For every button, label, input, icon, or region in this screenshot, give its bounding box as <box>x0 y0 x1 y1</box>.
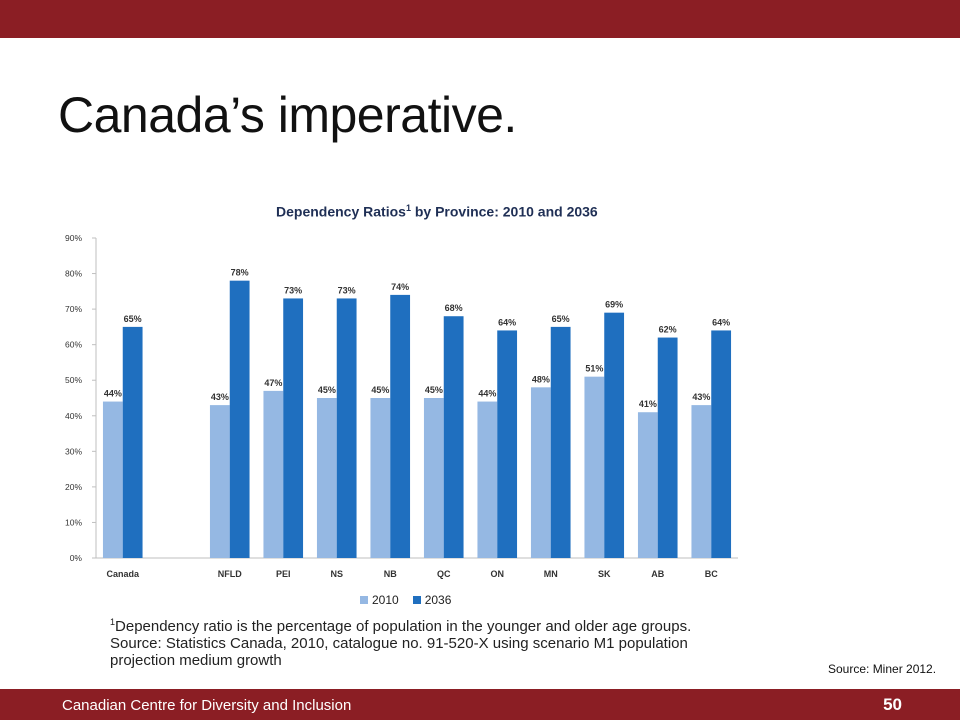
chart-title-superscript: 1 <box>405 203 411 213</box>
x-tick-label-sk: SK <box>598 569 611 579</box>
data-label-2010-nfld: 43% <box>211 392 229 402</box>
bar-2036-mn <box>550 326 571 558</box>
chart-title-main: Dependency Ratios <box>276 203 406 220</box>
bar-2010-nb <box>370 398 391 558</box>
x-tick-label-mn: MN <box>544 569 558 579</box>
footer-band: Canadian Centre for Diversity and Inclus… <box>0 689 960 720</box>
data-label-2036-sk: 69% <box>605 300 623 310</box>
x-tick-label-on: ON <box>491 569 505 579</box>
bar-2010-nfld <box>209 405 230 558</box>
data-label-2010-on: 44% <box>478 389 496 399</box>
data-label-2036-canada: 65% <box>124 314 142 324</box>
data-label-2010-sk: 51% <box>585 364 603 374</box>
y-tick-label: 50% <box>65 375 82 385</box>
data-label-2010-qc: 45% <box>425 385 443 395</box>
bar-2036-nb <box>390 294 411 558</box>
x-tick-label-nb: NB <box>384 569 397 579</box>
data-label-2036-ab: 62% <box>659 325 677 335</box>
x-tick-label-ab: AB <box>651 569 664 579</box>
legend-item-2036: 2036 <box>412 593 452 607</box>
page-number: 50 <box>883 695 902 714</box>
y-tick-label: 0% <box>70 553 83 563</box>
bar-2010-canada <box>102 401 123 558</box>
x-tick-label-canada: Canada <box>106 569 140 579</box>
bar-2036-nfld <box>229 280 250 558</box>
x-tick-label-bc: BC <box>705 569 718 579</box>
y-tick-label: 60% <box>65 340 82 350</box>
bar-2010-pei <box>263 390 284 558</box>
legend-swatch-2010 <box>360 596 368 604</box>
x-tick-label-qc: QC <box>437 569 451 579</box>
y-tick-label: 90% <box>65 233 82 243</box>
chart-footnote: 1Dependency ratio is the percentage of p… <box>110 614 750 669</box>
bar-2010-ab <box>637 412 658 558</box>
data-label-2010-pei: 47% <box>264 378 282 388</box>
slide-title: Canada’s imperative. <box>58 87 517 143</box>
data-label-2010-bc: 43% <box>692 392 710 402</box>
data-label-2010-ab: 41% <box>639 399 657 409</box>
data-label-2010-ns: 45% <box>318 385 336 395</box>
data-label-2036-ns: 73% <box>338 285 356 295</box>
data-label-2010-canada: 44% <box>104 389 122 399</box>
y-tick-label: 70% <box>65 304 82 314</box>
bar-2010-qc <box>423 398 444 558</box>
top-band <box>0 0 960 38</box>
bar-2036-bc <box>711 330 732 558</box>
data-label-2036-mn: 65% <box>552 314 570 324</box>
legend-label-2036: 2036 <box>424 593 452 607</box>
legend-label-2010: 2010 <box>372 593 399 607</box>
chart-title-suffix: by Province: 2010 and 2036 <box>414 203 598 220</box>
footnote-marker: 1 <box>110 617 116 627</box>
bar-2010-bc <box>691 405 712 558</box>
bar-2010-on <box>477 401 498 558</box>
y-tick-label: 30% <box>65 446 82 456</box>
data-label-2036-qc: 68% <box>445 303 463 313</box>
bar-2010-mn <box>530 387 551 558</box>
chart-legend: 2010 2036 <box>360 593 451 607</box>
y-tick-label: 20% <box>65 482 82 492</box>
legend-swatch-2036 <box>412 596 421 604</box>
footnote-line-2: Source: Statistics Canada, 2010, catalog… <box>110 635 688 652</box>
data-label-2036-nb: 74% <box>391 282 409 292</box>
x-tick-label-pei: PEI <box>276 569 291 579</box>
footer-org-name: Canadian Centre for Diversity and Inclus… <box>62 697 352 714</box>
data-label-2036-bc: 64% <box>712 317 730 327</box>
bar-2010-ns <box>316 398 337 558</box>
data-label-2010-nb: 45% <box>371 385 389 395</box>
footnote-line-1: 1Dependency ratio is the percentage of p… <box>110 614 750 635</box>
y-tick-label: 80% <box>65 269 82 279</box>
x-tick-label-nfld: NFLD <box>218 569 242 579</box>
source-note: Source: Miner 2012. <box>828 662 937 676</box>
legend-item-2010: 2010 <box>360 593 399 607</box>
bar-2036-pei <box>283 298 304 558</box>
chart-title: Dependency Ratios1 by Province: 2010 and… <box>276 203 598 220</box>
data-label-2036-on: 64% <box>498 317 516 327</box>
bar-2036-sk <box>604 312 625 558</box>
footnote-line-3: projection medium growth <box>110 652 282 669</box>
bar-2036-canada <box>122 326 143 558</box>
bar-2036-ab <box>657 337 678 558</box>
data-label-2036-pei: 73% <box>284 285 302 295</box>
y-tick-label: 40% <box>65 411 82 421</box>
data-label-2036-nfld: 78% <box>231 268 249 278</box>
bar-2036-on <box>497 330 518 558</box>
data-label-2010-mn: 48% <box>532 374 550 384</box>
x-tick-label-ns: NS <box>330 569 343 579</box>
bar-2036-qc <box>443 316 464 558</box>
bar-2010-sk <box>584 376 605 558</box>
dependency-ratio-chart: 0% 10% 20% 30% 40% 50% 60% 70% 80% 90% 44% 65% Canad… <box>65 233 738 579</box>
y-tick-label: 10% <box>65 517 82 527</box>
footnote-definition: Dependency ratio is the percentage of po… <box>115 618 692 635</box>
bar-2036-ns <box>336 298 357 558</box>
